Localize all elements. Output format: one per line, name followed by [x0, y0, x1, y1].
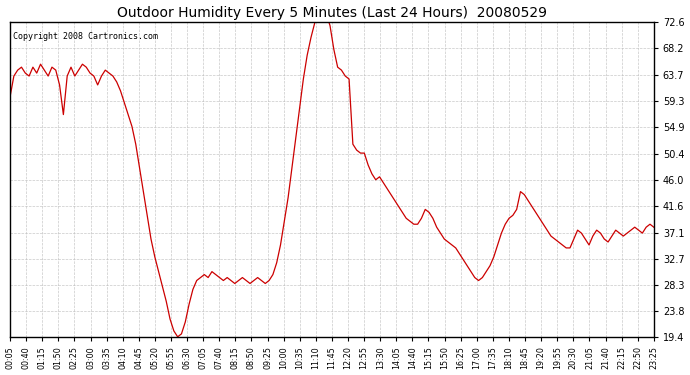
Title: Outdoor Humidity Every 5 Minutes (Last 24 Hours)  20080529: Outdoor Humidity Every 5 Minutes (Last 2… — [117, 6, 547, 20]
Text: Copyright 2008 Cartronics.com: Copyright 2008 Cartronics.com — [13, 32, 158, 40]
